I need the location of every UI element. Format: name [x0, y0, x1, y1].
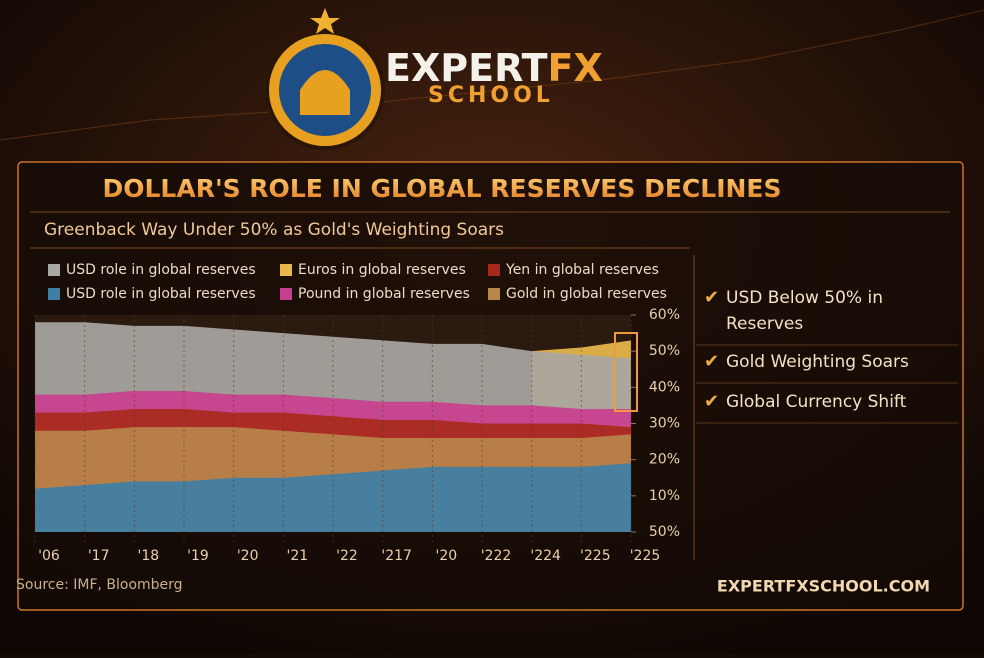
highlight-box: [614, 332, 638, 412]
x-tick-label: '18: [137, 548, 159, 564]
y-tick-label: 20%: [649, 452, 680, 468]
x-tick-label: '17: [88, 548, 110, 564]
x-tick-label: '225: [630, 548, 661, 564]
footer-url: EXPERTFXSCHOOL.COM: [717, 577, 930, 596]
sidebar-item: Global Currency Shift: [726, 392, 907, 412]
sidebar-line: Reserves: [726, 314, 803, 334]
source: Source: IMF, Bloomberg: [16, 577, 183, 593]
sidebar-item: Gold Weighting Soars: [726, 352, 909, 372]
y-tick-label: 50%: [649, 343, 680, 359]
legend-label: Yen in global reserves: [505, 262, 659, 278]
y-tick-label: 50%: [649, 524, 680, 540]
legend-swatch: [280, 264, 292, 276]
y-tick-label: 60%: [649, 307, 680, 323]
x-tick-label: '21: [286, 548, 308, 564]
logo-star: [310, 8, 340, 34]
x-tick-label: '19: [187, 548, 209, 564]
legend-label: USD role in global reserves: [66, 286, 256, 302]
x-tick-label: '225: [580, 548, 611, 564]
legend-label: Euros in global reserves: [298, 262, 466, 278]
x-tick-label: '217: [381, 548, 412, 564]
x-tick-label: '06: [38, 548, 60, 564]
x-tick-label: '224: [530, 548, 561, 564]
x-tick-label: '22: [336, 548, 358, 564]
sidebar-item: USD Below 50% in Reserves: [726, 288, 883, 334]
deco-line: [0, 9, 984, 141]
check-icon: ✔: [704, 391, 719, 412]
chart-title: DOLLAR'S ROLE IN GLOBAL RESERVES DECLINE…: [102, 174, 781, 203]
legend-swatch: [48, 264, 60, 276]
y-tick-label: 30%: [649, 416, 680, 432]
x-tick-label: '222: [481, 548, 512, 564]
brand-sub: SCHOOL: [428, 83, 554, 108]
check-icon: ✔: [704, 287, 719, 308]
legend-swatch: [488, 288, 500, 300]
y-tick-label: 10%: [649, 488, 680, 504]
x-tick-label: '20: [435, 548, 457, 564]
legend-swatch: [280, 288, 292, 300]
logo-visor: [300, 70, 350, 115]
brand: EXPERTFX: [385, 46, 603, 90]
legend-label: Gold in global reserves: [506, 286, 667, 302]
legend-swatch: [488, 264, 500, 276]
check-icon: ✔: [704, 351, 719, 372]
legend-swatch: [48, 288, 60, 300]
sidebar-line: USD Below 50% in: [726, 288, 883, 308]
chart-subtitle: Greenback Way Under 50% as Gold's Weight…: [44, 220, 504, 240]
x-tick-label: '20: [237, 548, 259, 564]
sidebar: ✔ USD Below 50% in Reserves ✔ Gold Weighting…: [704, 287, 909, 412]
legend-label: USD role in global reserves: [66, 262, 256, 278]
legend-label: Pound in global reserves: [298, 286, 470, 302]
y-tick-label: 40%: [649, 379, 680, 395]
